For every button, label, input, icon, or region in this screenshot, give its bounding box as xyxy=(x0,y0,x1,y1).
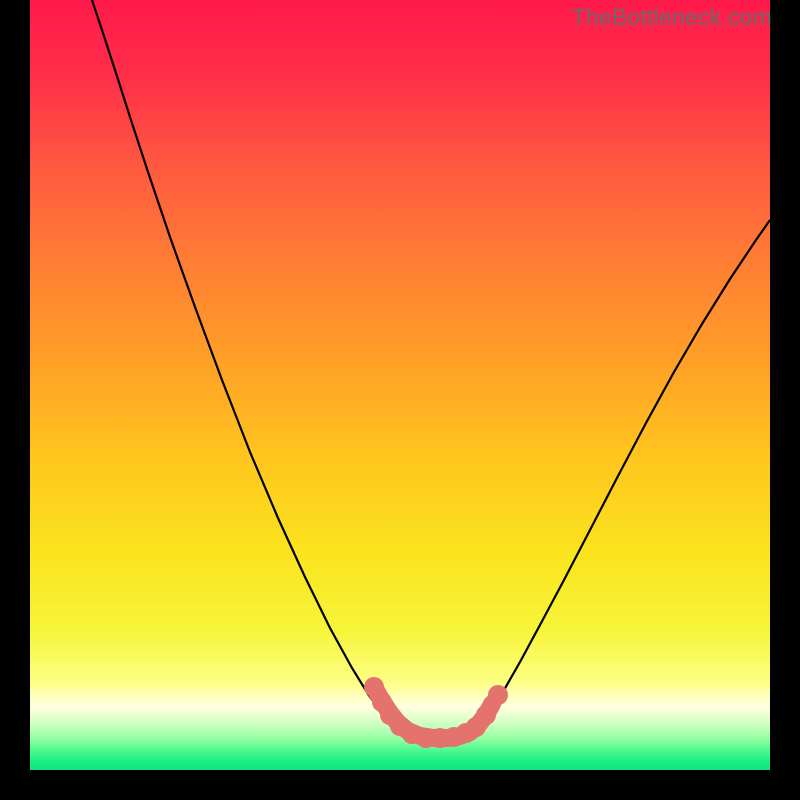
plot-area xyxy=(30,0,770,770)
bottom-dot xyxy=(476,705,496,725)
frame-right xyxy=(770,0,800,800)
stage: TheBottleneck.com xyxy=(0,0,800,800)
left-curve xyxy=(92,0,394,727)
watermark-text: TheBottleneck.com xyxy=(572,4,772,31)
curve-layer xyxy=(30,0,770,770)
frame-bottom xyxy=(0,770,800,800)
bottom-dot xyxy=(488,685,508,705)
right-curve xyxy=(478,220,770,727)
bottom-dots-group xyxy=(364,677,508,748)
frame-left xyxy=(0,0,30,800)
